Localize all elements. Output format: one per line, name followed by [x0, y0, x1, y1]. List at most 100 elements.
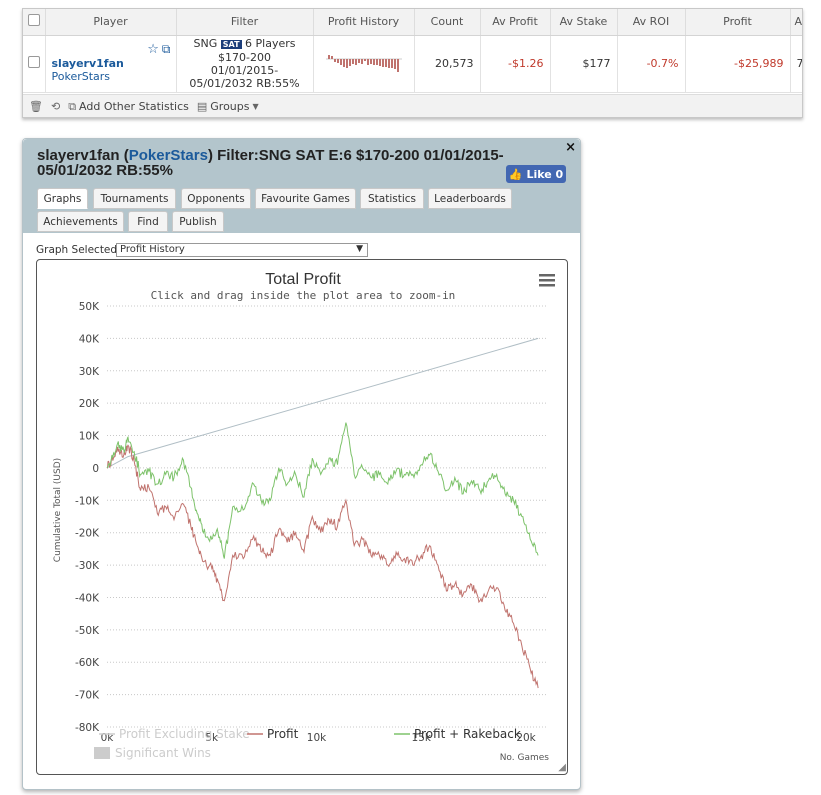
series-line-profit[interactable]: [107, 444, 539, 689]
player-detail-panel: slayerv1fan (PokerStars) Filter:SNG SAT …: [22, 138, 581, 790]
legend-item-significant-wins[interactable]: Significant Wins: [115, 746, 211, 760]
y-tick-label: 20K: [79, 398, 100, 410]
panel-title-filter: Filter:SNG SAT E:6 $170-200 01/01/2015-0…: [37, 147, 504, 179]
tab-publish[interactable]: Publish: [172, 211, 224, 232]
y-tick-label: -50K: [75, 625, 100, 637]
panel-title-player: slayerv1fan: [37, 147, 120, 164]
filter-date-to: 05/01/2032 RB:55%: [189, 77, 300, 90]
y-tick-label: -30K: [75, 560, 100, 572]
av-profit-cell: -$1.26: [480, 35, 551, 93]
close-panel-button[interactable]: ×: [565, 140, 576, 155]
chart-title: Total Profit: [265, 271, 341, 288]
y-tick-label: 10K: [79, 431, 100, 443]
av-roi-cell: -0.7%: [617, 35, 686, 93]
col-header-player[interactable]: Player: [45, 9, 177, 36]
chart-container[interactable]: 50K 40K 30K 20K 10K 0 -10K -20K -30K -40K -50K -60K…: [36, 259, 568, 775]
panel-title-site[interactable]: PokerStars: [128, 147, 208, 164]
tab-leaderboards[interactable]: Leaderboards: [428, 188, 512, 209]
star-icon[interactable]: ☆: [147, 41, 159, 57]
compare-icon[interactable]: ⧉: [161, 41, 171, 56]
row-checkbox[interactable]: [27, 56, 40, 68]
count-cell: 20,573: [414, 35, 481, 93]
results-table: Player Filter Profit History Count Av Pr…: [22, 8, 803, 118]
trash-icon[interactable]: 🗑: [29, 100, 43, 113]
chevron-down-icon: ▼: [252, 102, 259, 111]
graph-select-dropdown[interactable]: Profit History ▼: [116, 243, 368, 257]
ability-cell: 73: [790, 35, 802, 93]
add-icon: ⧉: [68, 99, 77, 113]
y-tick-label: 30K: [79, 366, 100, 378]
sat-badge: SAT: [220, 40, 242, 49]
chevron-down-icon: ▼: [356, 244, 363, 254]
filter-stake: $170-200: [218, 51, 271, 64]
col-header-count[interactable]: Count: [414, 9, 481, 36]
legend-item[interactable]: Profit: [267, 727, 299, 741]
legend-item[interactable]: Profit Excluding Stake: [119, 727, 250, 741]
player-name-link[interactable]: slayerv1fan: [51, 56, 124, 70]
y-tick-label: 0: [92, 463, 99, 475]
legend-swatch-significant-wins: [94, 747, 110, 759]
filter-date-from: 01/01/2015-: [210, 64, 279, 77]
y-axis-label: Cumulative Total (USD): [53, 458, 63, 562]
y-tick-label: -20K: [75, 528, 100, 540]
x-tick-label: 0k: [101, 732, 115, 744]
select-all-header[interactable]: [23, 9, 46, 36]
y-tick-label: 50K: [79, 301, 100, 313]
x-tick-label: 15k: [412, 732, 432, 744]
av-stake-cell: $177: [550, 35, 618, 93]
legend-item[interactable]: Profit + Rakeback: [414, 727, 521, 741]
panel-header: slayerv1fan (PokerStars) Filter:SNG SAT …: [23, 139, 580, 233]
hamburger-menu-icon[interactable]: [539, 274, 555, 287]
col-header-profit-history[interactable]: Profit History: [313, 9, 415, 36]
groups-dropdown[interactable]: ▤ Groups ▼: [197, 100, 259, 113]
sparkline-svg: [325, 55, 402, 72]
groups-label: Groups: [210, 100, 250, 113]
profit-chart[interactable]: 50K 40K 30K 20K 10K 0 -10K -20K -30K -40K -50K -60K…: [37, 260, 569, 776]
tab-graphs[interactable]: Graphs: [37, 188, 88, 209]
series-line-profit-rakeback[interactable]: [106, 422, 539, 559]
col-header-av-stake[interactable]: Av Stake: [550, 9, 618, 36]
x-tick-label: 20k: [516, 732, 536, 744]
tab-statistics[interactable]: Statistics: [360, 188, 424, 209]
graph-selected-label: Graph Selected:: [36, 244, 121, 256]
groups-icon: ▤: [196, 100, 208, 113]
y-tick-label: -70K: [75, 690, 100, 702]
add-other-statistics-label: Add Other Statistics: [79, 100, 189, 113]
facebook-like-button[interactable]: 👍 Like 0: [506, 165, 566, 183]
add-other-statistics-button[interactable]: ⧉ Add Other Statistics: [68, 100, 189, 114]
tab-achievements[interactable]: Achievements: [37, 211, 124, 232]
filter-players: 6 Players: [245, 37, 296, 50]
facebook-like-label: Like 0: [526, 167, 564, 181]
graph-select-value: Profit History: [120, 244, 185, 255]
tab-tournaments[interactable]: Tournaments: [93, 188, 176, 209]
y-tick-label: 40K: [79, 333, 100, 345]
facebook-thumb-icon: 👍: [508, 167, 523, 181]
table-row: ☆ ⧉ slayerv1fan PokerStars SNG SAT 6 Pla…: [23, 35, 802, 93]
col-header-ability[interactable]: Ability: [790, 9, 802, 36]
col-header-av-profit[interactable]: Av Profit: [480, 9, 551, 36]
profit-cell: -$25,989: [685, 35, 791, 93]
tab-find[interactable]: Find: [128, 211, 168, 232]
series-line-profit-excluding-stake[interactable]: [106, 337, 539, 469]
col-header-filter[interactable]: Filter: [176, 9, 314, 36]
chart-subtitle: Click and drag inside the plot area to z…: [151, 289, 456, 302]
profit-history-sparkline[interactable]: [313, 35, 415, 93]
select-all-checkbox[interactable]: [27, 14, 40, 27]
resize-handle-icon[interactable]: ◢: [558, 762, 566, 773]
filter-type: SNG: [193, 37, 218, 50]
player-site[interactable]: PokerStars: [51, 69, 111, 83]
x-tick-label: 5k: [205, 732, 219, 744]
y-tick-label: -40K: [75, 592, 100, 604]
tab-opponents[interactable]: Opponents: [181, 188, 251, 209]
panel-title: slayerv1fan (PokerStars) Filter:SNG SAT …: [37, 147, 504, 179]
refresh-icon[interactable]: ⟲: [50, 100, 61, 113]
y-tick-label: -80K: [75, 722, 100, 734]
x-axis-label: No. Games: [500, 753, 550, 763]
col-header-profit[interactable]: Profit: [685, 9, 791, 36]
tab-favourite-games[interactable]: Favourite Games: [255, 188, 356, 209]
results-toolbar: 🗑 ⟲ ⧉ Add Other Statistics ▤ Groups ▼: [23, 94, 802, 117]
y-tick-label: -60K: [75, 657, 100, 669]
y-tick-label: -10K: [75, 495, 100, 507]
filter-cell: SNG SAT 6 Players $170-200 01/01/2015- 0…: [176, 35, 314, 93]
col-header-av-roi[interactable]: Av ROI: [617, 9, 686, 36]
